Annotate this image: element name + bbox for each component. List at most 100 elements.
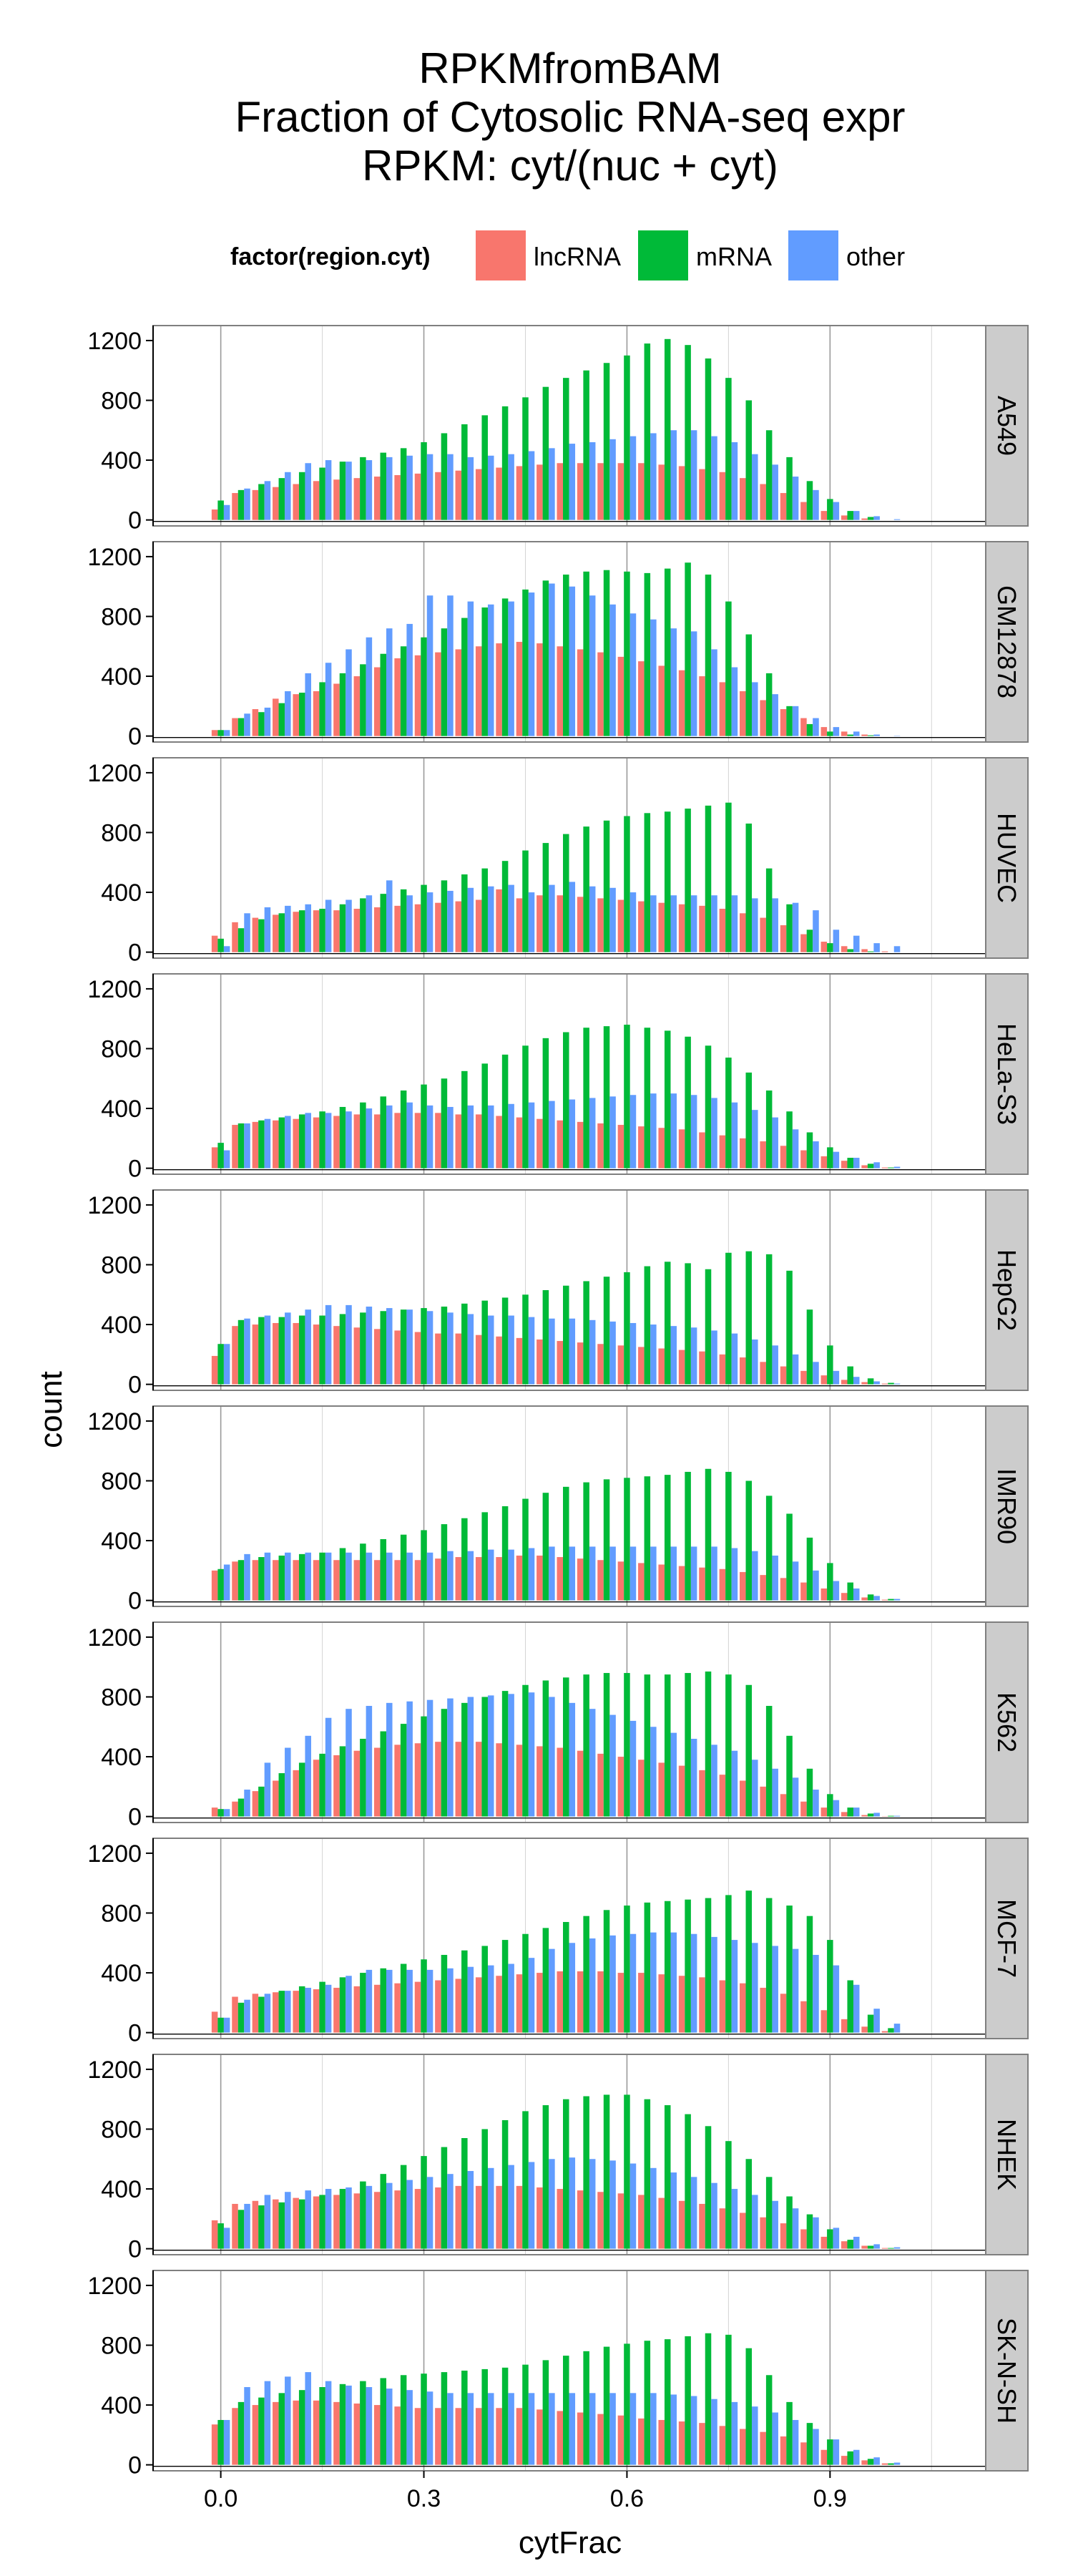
bar-other — [244, 1123, 250, 1169]
bar-other — [549, 1546, 555, 1601]
bar-other — [386, 2389, 393, 2465]
bar-lncrna — [699, 676, 705, 736]
y-tick-label: 400 — [101, 1096, 142, 1123]
bar-other — [731, 667, 738, 736]
y-tick-label: 400 — [101, 447, 142, 474]
bar-mrna — [644, 1028, 651, 1169]
bar-other — [833, 1965, 840, 2033]
bar-lncrna — [577, 897, 584, 952]
bar-lncrna — [373, 2405, 381, 2465]
bar-mrna — [258, 1317, 265, 1385]
bar-mrna — [522, 1294, 529, 1385]
bar-other — [569, 2393, 576, 2465]
bar-lncrna — [780, 493, 787, 520]
bar-other — [467, 887, 474, 952]
bar-lncrna — [557, 895, 564, 952]
bar-lncrna — [273, 1780, 279, 1817]
bar-lncrna — [536, 2187, 543, 2249]
bar-other — [792, 2419, 799, 2465]
bar-lncrna — [800, 2229, 807, 2249]
bar-mrna — [380, 1731, 387, 1817]
bar-lncrna — [780, 1794, 787, 1817]
bar-other — [366, 2386, 373, 2465]
bar-mrna — [522, 2364, 529, 2465]
bar-lncrna — [780, 1994, 787, 2033]
bar-mrna — [888, 2248, 894, 2249]
bar-other — [447, 1106, 454, 1169]
bar-lncrna — [881, 2463, 888, 2465]
bar-mrna — [278, 2202, 285, 2249]
bar-lncrna — [861, 1165, 868, 1169]
bar-mrna — [461, 1702, 468, 1817]
bar-other — [447, 1312, 454, 1385]
bar-mrna — [258, 1557, 265, 1601]
bar-other — [264, 1994, 271, 2033]
x-tick-label: 0.9 — [813, 2485, 847, 2512]
bar-mrna — [664, 811, 671, 952]
bar-lncrna — [841, 2456, 848, 2465]
bar-mrna — [339, 1314, 346, 1385]
bar-other — [609, 1546, 616, 1601]
bar-mrna — [278, 703, 285, 736]
bar-other — [264, 1762, 271, 1817]
bar-mrna — [217, 2223, 224, 2249]
bar-lncrna — [394, 2406, 401, 2465]
bar-other — [629, 892, 637, 952]
bar-mrna — [888, 2463, 894, 2465]
bar-mrna — [421, 637, 427, 736]
bar-mrna — [421, 1716, 427, 1817]
bar-mrna — [685, 1036, 691, 1169]
bar-lncrna — [820, 1375, 828, 1385]
bar-other — [508, 1103, 514, 1169]
bar-mrna — [441, 1078, 448, 1169]
bar-lncrna — [638, 1126, 645, 1169]
bar-lncrna — [211, 2220, 218, 2249]
x-axis: 0.0 0.3 0.6 0.9 — [204, 2471, 847, 2512]
bar-lncrna — [414, 473, 421, 520]
bar-mrna — [745, 1684, 753, 1817]
bar-lncrna — [252, 1791, 259, 1817]
bar-other — [325, 1113, 332, 1169]
bar-mrna — [685, 809, 691, 952]
bar-lncrna — [435, 1113, 441, 1169]
bar-other — [650, 895, 657, 952]
bar-lncrna — [373, 2192, 381, 2249]
bar-other — [549, 2393, 555, 2465]
bar-other — [264, 1315, 271, 1385]
bar-lncrna — [557, 463, 564, 520]
bar-other — [549, 884, 555, 952]
facet-strip-label: GM12878 — [992, 585, 1021, 698]
bar-lncrna — [496, 1336, 502, 1385]
bar-mrna — [786, 1906, 793, 2033]
bar-lncrna — [373, 1560, 381, 1601]
bar-mrna — [745, 1072, 753, 1169]
bar-lncrna — [232, 1326, 238, 1385]
facet-strip-label: HeLa-S3 — [992, 1023, 1021, 1125]
bar-mrna — [522, 589, 529, 736]
bar-other — [346, 1552, 352, 1601]
bar-lncrna — [699, 1567, 705, 1601]
bar-mrna — [644, 1902, 651, 2033]
bar-other — [244, 2203, 250, 2249]
bar-other — [690, 1327, 697, 1385]
bar-mrna — [847, 949, 853, 952]
bar-other — [487, 1315, 494, 1385]
bar-other — [813, 489, 819, 520]
bar-mrna — [765, 2177, 773, 2249]
bar-other — [406, 1102, 413, 1169]
bar-mrna — [765, 868, 773, 952]
bar-lncrna — [881, 2031, 888, 2033]
bar-mrna — [725, 2141, 732, 2249]
bar-other — [853, 1807, 860, 1817]
bar-mrna — [542, 386, 549, 520]
bar-mrna — [705, 1671, 712, 1817]
y-tick-label: 400 — [101, 663, 142, 691]
bar-other — [690, 2396, 697, 2465]
bar-mrna — [786, 1735, 793, 1817]
bar-mrna — [217, 500, 224, 520]
bar-mrna — [481, 1512, 488, 1601]
bar-mrna — [624, 1673, 630, 1817]
bar-lncrna — [658, 464, 665, 520]
bar-mrna — [461, 1303, 468, 1385]
bar-lncrna — [740, 1780, 746, 1817]
